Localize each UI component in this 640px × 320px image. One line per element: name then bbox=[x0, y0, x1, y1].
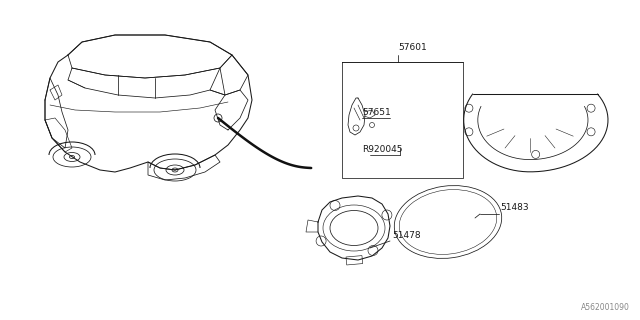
Text: 51483: 51483 bbox=[500, 203, 529, 212]
Text: 57601: 57601 bbox=[398, 43, 427, 52]
Text: 57651: 57651 bbox=[362, 108, 391, 117]
Text: 51478: 51478 bbox=[392, 231, 420, 240]
Text: A562001090: A562001090 bbox=[581, 303, 630, 312]
Bar bbox=[346, 256, 363, 265]
Text: R920045: R920045 bbox=[362, 145, 403, 154]
